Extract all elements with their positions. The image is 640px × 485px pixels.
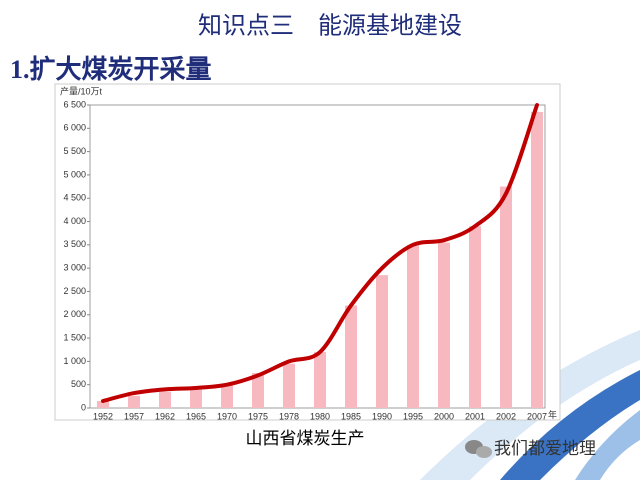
x-tick-label: 1990 bbox=[372, 411, 392, 421]
bar bbox=[345, 305, 357, 408]
y-tick-label: 4 000 bbox=[63, 216, 86, 226]
x-tick-label: 2002 bbox=[496, 411, 516, 421]
bar bbox=[500, 186, 512, 408]
y-tick-label: 6 500 bbox=[63, 99, 86, 109]
x-tick-label: 1980 bbox=[310, 411, 330, 421]
bar bbox=[438, 242, 450, 408]
watermark-text: 我们都爱地理 bbox=[494, 439, 596, 459]
x-tick-label: 2007 bbox=[527, 411, 547, 421]
y-tick-label: 4 500 bbox=[63, 193, 86, 203]
x-tick-label: 1978 bbox=[279, 411, 299, 421]
y-axis-label: 产量/10万t bbox=[60, 85, 103, 96]
wechat-icon bbox=[476, 446, 492, 458]
x-tick-label: 1970 bbox=[217, 411, 237, 421]
x-tick-label: 1975 bbox=[248, 411, 268, 421]
x-axis-unit: 年 bbox=[548, 409, 557, 420]
y-tick-label: 0 bbox=[81, 402, 86, 412]
y-tick-label: 3 500 bbox=[63, 239, 86, 249]
y-tick-label: 5 500 bbox=[63, 146, 86, 156]
x-tick-label: 1965 bbox=[186, 411, 206, 421]
watermark: 我们都爱地理 bbox=[465, 439, 596, 459]
y-tick-label: 1 000 bbox=[63, 356, 86, 366]
bar bbox=[190, 389, 202, 408]
x-tick-label: 1985 bbox=[341, 411, 361, 421]
y-tick-label: 500 bbox=[71, 379, 86, 389]
decor-swoosh bbox=[575, 410, 640, 480]
x-tick-label: 1962 bbox=[155, 411, 175, 421]
y-tick-label: 5 000 bbox=[63, 169, 86, 179]
bar bbox=[314, 352, 326, 408]
x-tick-label: 2001 bbox=[465, 411, 485, 421]
bar bbox=[376, 275, 388, 408]
slide-subtitle: 1.扩大煤炭开采量 bbox=[10, 55, 212, 84]
chart-caption: 山西省煤炭生产 bbox=[246, 429, 365, 448]
slide-title: 知识点三 能源基地建设 bbox=[198, 13, 462, 40]
bar bbox=[469, 226, 481, 408]
bar bbox=[531, 111, 543, 408]
bar bbox=[97, 401, 109, 408]
y-tick-label: 2 000 bbox=[63, 309, 86, 319]
line bbox=[101, 103, 539, 404]
bar bbox=[283, 363, 295, 408]
bar bbox=[252, 373, 264, 408]
bar bbox=[128, 395, 140, 408]
y-tick-label: 2 500 bbox=[63, 286, 86, 296]
bar bbox=[221, 384, 233, 408]
chart: 0 500 1 000 1 500 2 000 2 500 3 000 3 500 4 000 4… bbox=[63, 99, 547, 421]
decor-swoosh bbox=[500, 370, 640, 480]
y-tick-label: 1 500 bbox=[63, 332, 86, 342]
x-tick-label: 1995 bbox=[403, 411, 423, 421]
y-tick-label: 6 000 bbox=[63, 123, 86, 133]
bar bbox=[407, 244, 419, 408]
x-tick-label: 2000 bbox=[434, 411, 454, 421]
x-tick-label: 1957 bbox=[124, 411, 144, 421]
y-tick-label: 3 000 bbox=[63, 263, 86, 273]
bar bbox=[159, 391, 171, 408]
x-tick-label: 1952 bbox=[93, 411, 113, 421]
